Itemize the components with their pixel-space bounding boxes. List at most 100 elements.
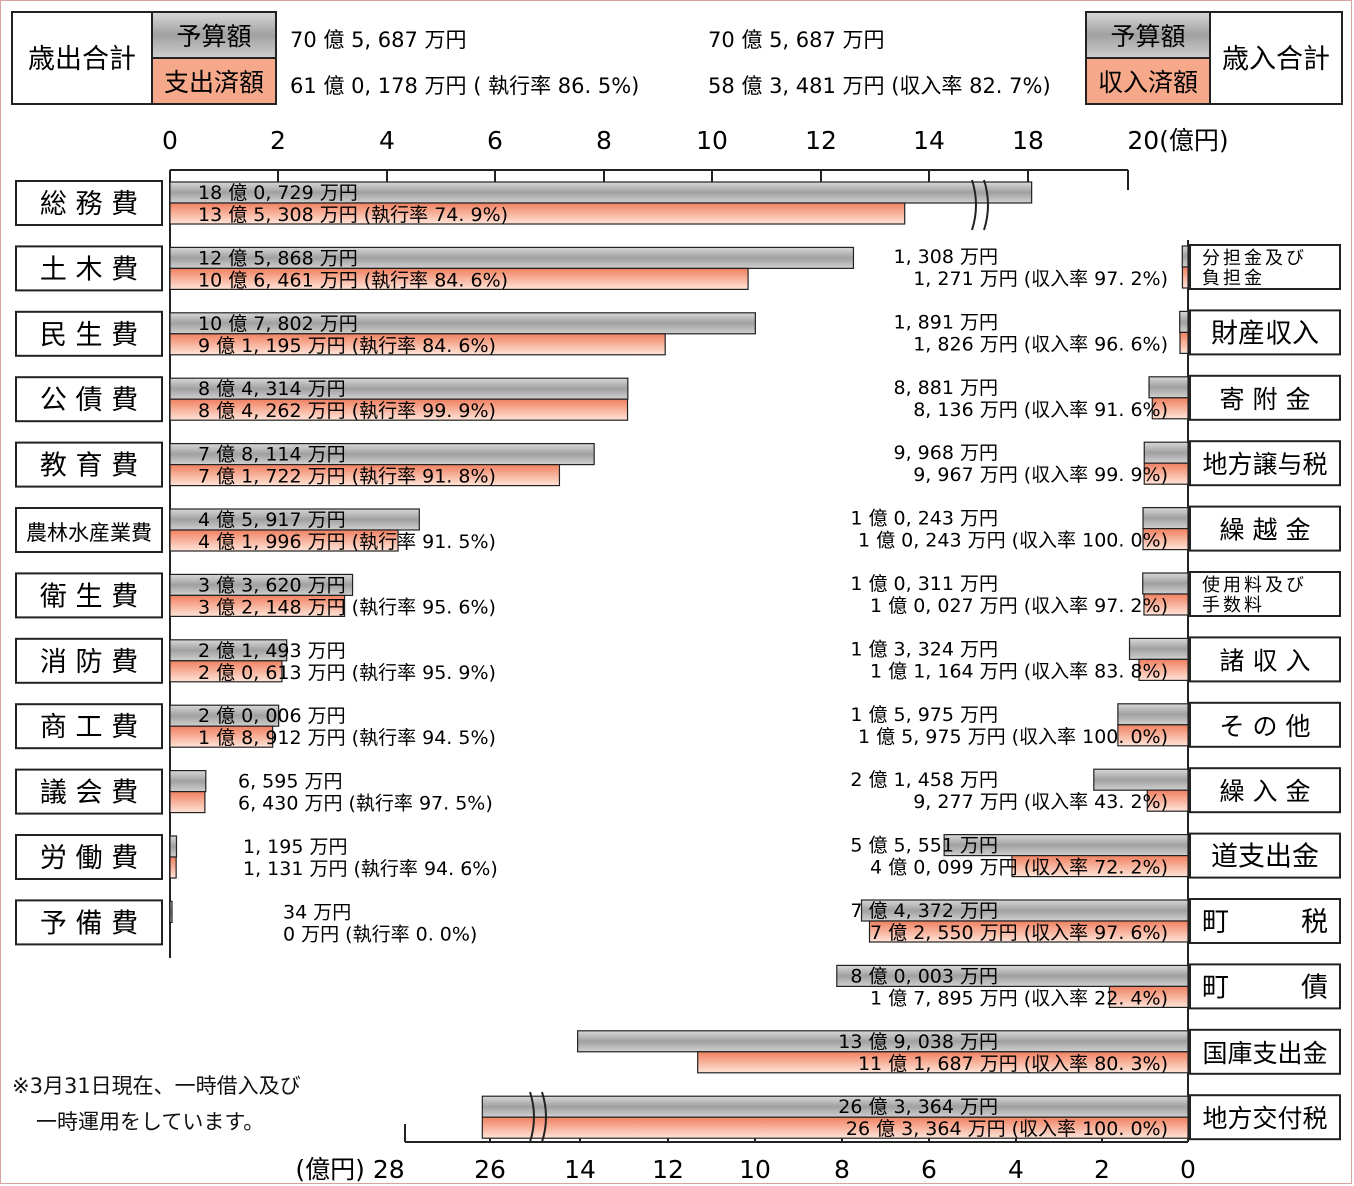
revenue-received-value-label: 8, 136 万円 (収入率 91. 6%): [913, 399, 1168, 421]
expenditure-spent-bar: [169, 267, 749, 290]
revenue-received-bar: [1117, 724, 1189, 747]
expenditure-category-box: [15, 768, 163, 815]
revenue-received-bar: [1143, 593, 1189, 616]
expenditure-budget-value-label: 34 万円: [283, 901, 351, 923]
expenditure-tick-label: 4: [379, 126, 395, 155]
expenditure-spent-value-label: 1, 131 万円 (執行率 94. 6%): [243, 858, 498, 880]
expenditure-spent-value-label: 2 億 0, 613 万円 (執行率 95. 9%): [198, 662, 496, 684]
revenue-received-bar: [697, 1051, 1189, 1074]
expenditure-spent-bar: [169, 202, 906, 225]
note-line-2: 一時運用をしています。: [36, 1110, 265, 1134]
axis-break-mark: [529, 1091, 535, 1143]
expenditure-tick-label: 20(億円): [1127, 126, 1228, 155]
revenue-received-value-label: 11 億 1, 687 万円 (収入率 80. 3%): [858, 1053, 1168, 1075]
expenditure-category-label: 議 会 費: [40, 778, 138, 809]
expenditure-spent-bar: [169, 464, 561, 487]
revenue-budget-value-label: 9, 968 万円: [894, 442, 998, 464]
expenditure-category-label: 消 防 費: [40, 647, 138, 678]
revenue-received-bar: [1181, 266, 1189, 289]
expenditure-category-label: 商 工 費: [40, 712, 138, 743]
axis-break-mark: [983, 179, 989, 231]
expenditure-spent-value-label: 6, 430 万円 (執行率 97. 5%): [238, 793, 493, 815]
revenue-category-box: [1189, 571, 1341, 617]
revenue-received-value-label: 9, 967 万円 (収入率 99. 9%): [913, 464, 1168, 486]
revenue-tick-label: 12: [652, 1155, 684, 1184]
expenditure-spent-bar: [169, 529, 399, 552]
expenditure-tick-label: 0: [162, 126, 178, 155]
revenue-received-value-label: 7 億 2, 550 万円 (収入率 97. 6%): [870, 922, 1168, 944]
note-line-1: ※3月31日現在、一時借入及び: [12, 1074, 301, 1098]
expenditure-budget-bar: [169, 900, 173, 924]
expenditure-category-label: 衛 生 費: [40, 581, 138, 612]
spent-legend-swatch: [151, 57, 277, 105]
expenditure-tick-label: 6: [487, 126, 503, 155]
expenditure-budget-value-label: 2 億 1, 493 万円: [198, 640, 346, 662]
revenue-category-box: [1189, 505, 1341, 552]
expenditure-budget-value-label: 4 億 5, 917 万円: [198, 509, 346, 531]
expenditure-category-box: [15, 899, 163, 946]
revenue-received-bar: [1146, 789, 1189, 812]
revenue-total-label: 歳入合計: [1222, 44, 1330, 75]
expenditure-budget-value-label: 1, 195 万円: [243, 836, 347, 858]
expenditure-budget-bar: [169, 835, 178, 858]
revenue-budget-value-label: 5 億 5, 551 万円: [850, 835, 998, 857]
expenditure-spent-value-label: 4 億 1, 996 万円 (執行率 91. 5%): [198, 531, 496, 553]
revenue-received-value-label: 1, 826 万円 (収入率 96. 6%): [913, 333, 1168, 355]
expenditure-spent-total: 61 億 0, 178 万円 ( 執行率 86. 5%): [290, 74, 639, 98]
expenditure-spent-bar: [169, 660, 283, 683]
revenue-budget-value-label: 8, 881 万円: [894, 377, 998, 399]
revenue-received-bar: [481, 1116, 1189, 1139]
revenue-budget-bar: [1117, 703, 1189, 726]
expenditure-category-box: [15, 376, 163, 423]
revenue-received-value-label: 1 億 7, 895 万円 (収入率 22. 4%): [870, 987, 1168, 1009]
budget-legend-label-right: 予算額: [1110, 22, 1185, 51]
expenditure-budget-value-label: 8 億 4, 314 万円: [198, 378, 346, 400]
revenue-tick-label: 4: [1008, 1155, 1024, 1184]
expenditure-spent-value-label: 7 億 1, 722 万円 (執行率 91. 8%): [198, 466, 496, 488]
expenditure-total-label: 歳出合計: [28, 44, 136, 75]
expenditure-category-box: [15, 245, 163, 292]
expenditure-category-box: [15, 507, 163, 553]
revenue-budget-value-label: 2 億 1, 458 万円: [850, 769, 998, 791]
revenue-category-label: 債: [1301, 972, 1328, 1003]
expenditure-category-label: 予 備 費: [40, 908, 138, 939]
expenditure-tick-label: 10: [696, 126, 728, 155]
expenditure-category-label: 農林水産業費: [26, 521, 152, 545]
revenue-received-bar: [1179, 331, 1189, 354]
revenue-received-total: 58 億 3, 481 万円 (収入率 82. 7%): [708, 74, 1051, 98]
revenue-tick-label: 26: [474, 1155, 506, 1184]
spent-legend-label: 支出済額: [164, 68, 264, 97]
revenue-category-box: [1189, 636, 1341, 683]
expenditure-tick-label: 12: [805, 126, 837, 155]
revenue-tick-label: 8: [834, 1155, 850, 1184]
axis-break-mark: [971, 179, 977, 231]
budget-legend-swatch-right: [1085, 11, 1211, 59]
revenue-category-label: 分担金及び: [1202, 248, 1307, 269]
revenue-budget-value-label: 1 億 5, 975 万円: [850, 704, 998, 726]
revenue-category-box: [1189, 1094, 1341, 1141]
revenue-category-label: 地方交付税: [1202, 1104, 1327, 1133]
revenue-budget-total: 70 億 5, 687 万円: [708, 28, 885, 52]
expenditure-budget-value-label: 12 億 5, 868 万円: [198, 247, 358, 269]
expenditure-budget-value-label: 7 億 8, 114 万円: [198, 444, 346, 466]
expenditure-category-box: [15, 637, 163, 684]
expenditure-spent-value-label: 1 億 8, 912 万円 (執行率 94. 5%): [198, 727, 496, 749]
expenditure-budget-value-label: 6, 595 万円: [238, 771, 342, 793]
expenditure-spent-value-label: 3 億 2, 148 万円 (執行率 95. 6%): [198, 596, 496, 618]
revenue-tick-label: 2: [1094, 1155, 1110, 1184]
expenditure-budget-bar: [169, 769, 207, 793]
revenue-category-box: [1189, 832, 1341, 879]
expenditure-spent-bar: [169, 725, 274, 748]
expenditure-spent-value-label: 9 億 1, 195 万円 (執行率 84. 6%): [198, 335, 496, 357]
revenue-category-label: そ の 他: [1220, 712, 1311, 741]
revenue-received-bar: [1143, 462, 1189, 485]
expenditure-category-box: [15, 834, 163, 880]
expenditure-category-label: 公 債 費: [40, 385, 138, 416]
revenue-category-box: [1189, 767, 1341, 814]
expenditure-tick-label: 2: [270, 126, 286, 155]
expenditure-spent-bar: [169, 594, 346, 618]
revenue-category-label: 繰 入 金: [1220, 777, 1311, 806]
